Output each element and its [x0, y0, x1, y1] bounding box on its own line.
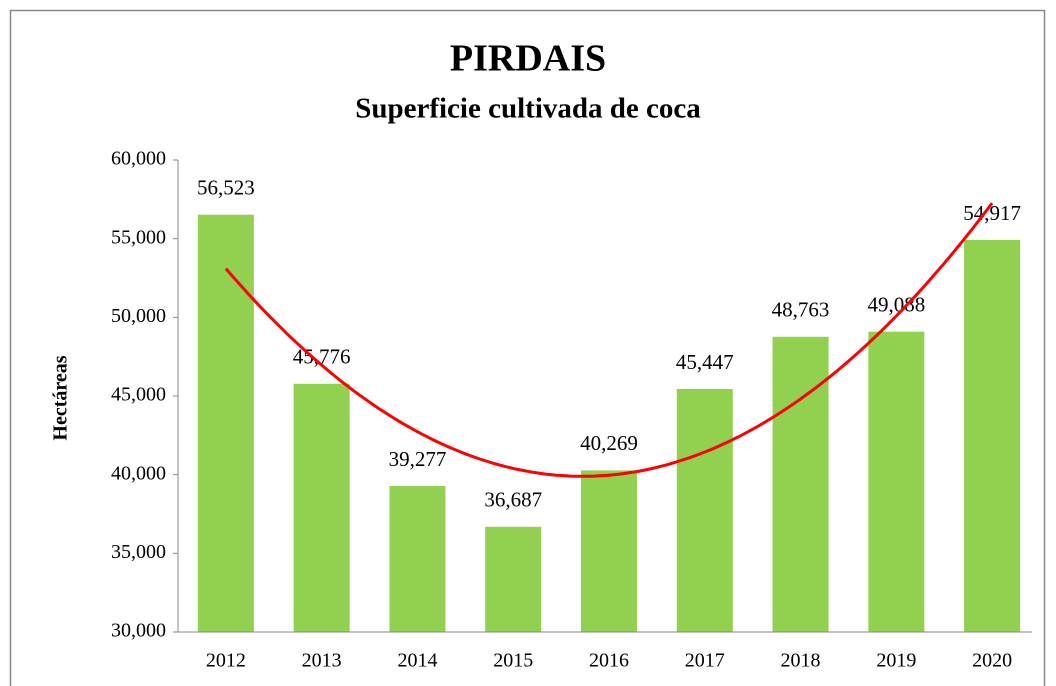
- x-tick-label: 2015: [493, 650, 533, 672]
- value-label: 40,269: [580, 431, 638, 455]
- bar: [197, 214, 254, 632]
- value-label: 39,277: [389, 447, 447, 471]
- x-tick-label: 2019: [876, 650, 916, 672]
- value-label: 56,523: [197, 176, 255, 200]
- x-tick-label: 2018: [781, 650, 821, 672]
- bar: [964, 239, 1021, 632]
- x-tick-label: 2017: [685, 650, 725, 672]
- bar: [389, 486, 446, 632]
- x-tick-label: 2016: [589, 650, 629, 672]
- bar: [293, 383, 350, 632]
- bar: [485, 526, 542, 632]
- bar: [868, 331, 925, 632]
- y-tick-label: 50,000: [111, 305, 166, 327]
- chart-title: PIRDAIS: [450, 38, 606, 80]
- x-tick-label: 2012: [206, 650, 246, 672]
- x-tick-label: 2013: [302, 650, 342, 672]
- x-tick-label: 2020: [972, 650, 1012, 672]
- chart-subtitle: Superficie cultivada de coca: [355, 93, 701, 125]
- value-label: 45,447: [676, 350, 734, 374]
- y-tick-label: 35,000: [111, 541, 166, 563]
- y-tick-label: 45,000: [111, 384, 166, 406]
- y-tick-label: 55,000: [111, 226, 166, 248]
- y-tick-label: 30,000: [111, 620, 166, 642]
- value-label: 36,687: [484, 488, 542, 512]
- x-tick-label: 2014: [397, 650, 437, 672]
- trendline: [224, 202, 994, 478]
- bar: [772, 336, 829, 632]
- y-axis-title: Hectáreas: [50, 355, 72, 440]
- value-label: 48,763: [772, 298, 830, 322]
- bar: [676, 388, 733, 632]
- y-tick-label: 40,000: [111, 462, 166, 484]
- y-tick-label: 60,000: [111, 148, 166, 170]
- bar: [581, 470, 637, 632]
